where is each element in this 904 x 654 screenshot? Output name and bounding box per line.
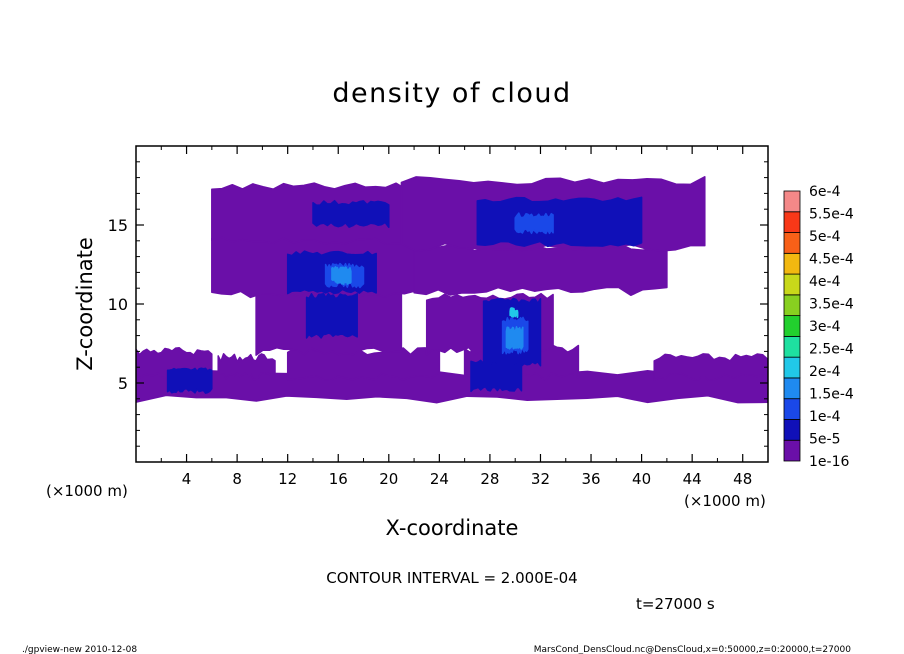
y-tick-label: 5 — [118, 374, 128, 393]
y-tick-label: 10 — [108, 295, 128, 314]
colorbar-swatch — [783, 356, 801, 379]
colorbar-label: 1e-4 — [809, 409, 841, 425]
colorbar-label: 6e-4 — [809, 184, 841, 200]
colorbar-swatch — [783, 190, 801, 213]
cloud-region-11 — [413, 242, 668, 297]
colorbar-swatch — [783, 419, 801, 441]
y-tick-label: 15 — [108, 216, 128, 235]
x-tick-label: 40 — [632, 470, 651, 488]
colorbar-swatch — [783, 294, 801, 317]
colorbar-swatch — [783, 439, 801, 462]
x-axis: 4 8 12 16 20 24 28 32 36 40 44 48 — [160, 146, 752, 488]
colorbar-label: 5e-4 — [809, 229, 841, 245]
cloud-region-3 — [217, 353, 276, 381]
x-tick-label: 24 — [430, 470, 449, 488]
cloud-region-4 — [286, 346, 441, 382]
x-tick-label: 12 — [278, 470, 297, 488]
x-tick-label: 20 — [379, 470, 398, 488]
colorbar: 1e-16 5e-5 1e-4 1.5e-4 2e-4 2.5e-4 3e-4 3.5e-4 4… — [783, 184, 854, 470]
cloud-region-24 — [505, 326, 524, 350]
y-axis-label: Z-coordinate — [73, 237, 97, 371]
cloud-region-6 — [653, 353, 768, 382]
colorbar-swatch — [783, 211, 801, 233]
cloud-region-18 — [312, 199, 390, 229]
colorbar-label: 4.5e-4 — [809, 252, 854, 268]
time-label: t=27000 s — [636, 595, 715, 613]
footer-file-info: MarsCond_DensCloud.nc@DensCloud,x=0:5000… — [534, 645, 851, 654]
x-tick-label: 32 — [531, 470, 550, 488]
x-axis-label: X-coordinate — [386, 516, 519, 540]
y-axis: 5 10 15 — [108, 161, 768, 447]
x-tick-label: 44 — [683, 470, 702, 488]
colorbar-label: 3.5e-4 — [809, 297, 854, 313]
chart-title: density of cloud — [332, 78, 571, 109]
colorbar-label: 5e-5 — [809, 432, 840, 448]
colorbar-swatch — [783, 273, 801, 296]
footer-program-info: ./gpview-new 2010-12-08 — [22, 645, 137, 654]
cloud-region-13 — [166, 367, 213, 394]
colorbar-swatch — [783, 335, 801, 358]
colorbar-label: 3e-4 — [809, 319, 841, 335]
colorbar-swatch — [783, 315, 801, 337]
x-tick-label: 36 — [581, 470, 600, 488]
x-unit-left: (×1000 m) — [46, 482, 128, 500]
cloud-region-23 — [331, 266, 352, 286]
cloud-region-25 — [509, 307, 519, 319]
x-tick-label: 4 — [182, 470, 192, 488]
colorbar-swatch — [783, 398, 801, 420]
x-tick-label: 28 — [480, 470, 499, 488]
x-unit-right: (×1000 m) — [684, 492, 766, 510]
colorbar-label: 2.5e-4 — [809, 342, 854, 358]
contour-interval-label: CONTOUR INTERVAL = 2.000E-04 — [326, 569, 577, 587]
x-tick-label: 48 — [733, 470, 752, 488]
x-tick-label: 8 — [232, 470, 242, 488]
x-tick-label: 16 — [329, 470, 348, 488]
colorbar-label: 4e-4 — [809, 274, 841, 290]
cloud-density-field — [136, 176, 768, 404]
colorbar-swatch — [783, 252, 801, 275]
cloud-region-22 — [514, 212, 554, 235]
colorbar-label: 1e-16 — [809, 454, 849, 470]
colorbar-label: 1.5e-4 — [809, 387, 854, 403]
colorbar-swatch — [783, 232, 801, 254]
colorbar-label: 2e-4 — [809, 364, 841, 380]
colorbar-swatch — [783, 377, 801, 400]
cloud-region-19 — [476, 196, 643, 248]
colorbar-label: 5.5e-4 — [809, 207, 854, 223]
cloud-region-17 — [305, 292, 358, 339]
